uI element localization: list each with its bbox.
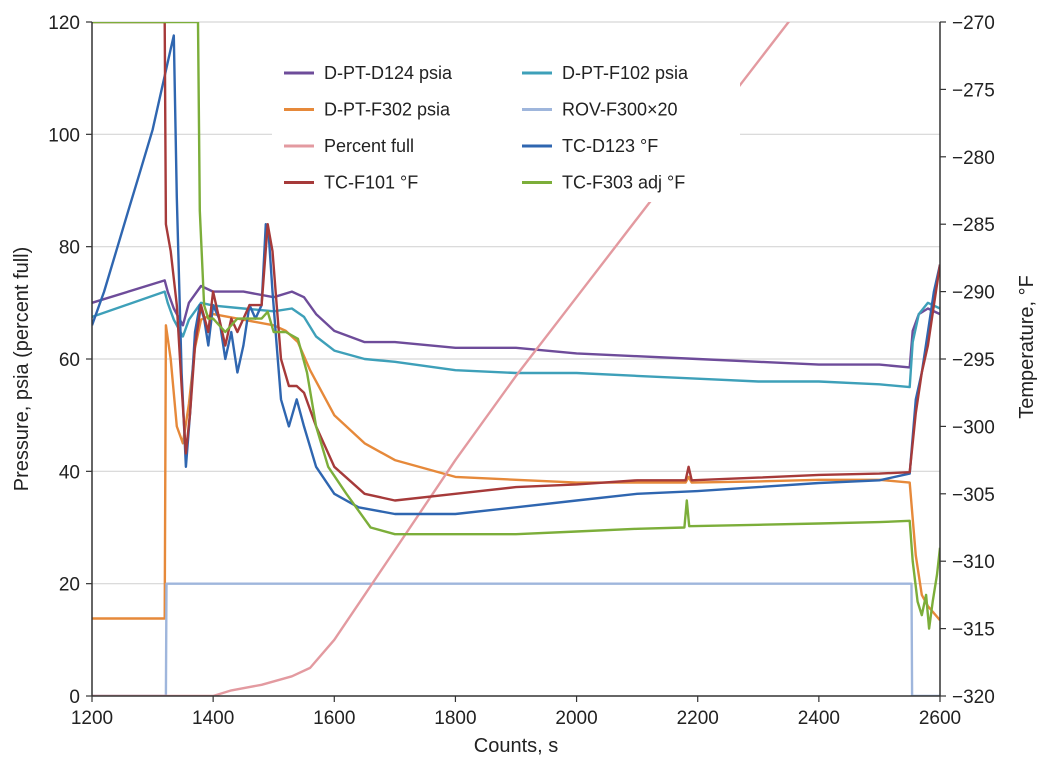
left-y-tick-label: 80 — [59, 238, 80, 259]
left-y-tick-label: 40 — [59, 462, 80, 483]
right-y-tick-label: −270 — [952, 13, 995, 34]
right-y-tick-label: −305 — [952, 485, 995, 506]
right-y-tick-label: −275 — [952, 80, 995, 101]
series-line-rov-f300-20 — [92, 582, 940, 696]
right-y-tick-label: −295 — [952, 350, 995, 371]
series-line-tc-f101-f — [92, 22, 940, 502]
x-tick-label: 1600 — [313, 708, 355, 729]
legend-label: D-PT-F302 psia — [324, 100, 451, 120]
right-y-tick-label: −310 — [952, 552, 995, 573]
legend-label: D-PT-F102 psia — [562, 63, 689, 83]
left-y-axis-title: Pressure, psia (percent full) — [11, 247, 33, 492]
series-line-tc-f303-adj-f — [92, 22, 940, 630]
left-y-tick-label: 20 — [59, 575, 80, 596]
left-y-tick-label: 100 — [48, 125, 80, 146]
plot-area — [92, 22, 940, 696]
legend-label: ROV-F300×20 — [562, 100, 678, 120]
series-line-d-pt-f302-psia — [92, 312, 940, 621]
x-tick-label: 1200 — [71, 708, 113, 729]
right-y-tick-label: −285 — [952, 215, 995, 236]
series-line-d-pt-d124-psia — [92, 279, 940, 369]
legend-label: Percent full — [324, 136, 414, 156]
legend: D-PT-D124 psia D-PT-F102 psia D-PT-F302 ps… — [272, 52, 740, 202]
x-tick-label: 1400 — [192, 708, 234, 729]
legend-background — [272, 52, 740, 202]
x-tick-label: 2600 — [919, 708, 961, 729]
axes: 1200 1400 1600 1800 2000 2200 2400 2600 0 20 40 60 8… — [48, 13, 995, 729]
legend-label: TC-F101 °F — [324, 173, 418, 193]
x-tick-label: 2400 — [798, 708, 840, 729]
x-tick-label: 2200 — [677, 708, 719, 729]
x-tick-label: 2000 — [555, 708, 597, 729]
x-tick-label: 1800 — [434, 708, 476, 729]
x-axis-title: Counts, s — [474, 735, 558, 757]
series-line-percent-full — [92, 22, 791, 696]
left-y-tick-label: 120 — [48, 13, 80, 34]
right-y-axis-title: Temperature, °F — [1016, 275, 1038, 419]
right-y-tick-label: −280 — [952, 148, 995, 169]
legend-label: D-PT-D124 psia — [324, 63, 453, 83]
series-line-d-pt-f102-psia — [92, 290, 940, 389]
right-y-tick-label: −290 — [952, 283, 995, 304]
legend-label: TC-D123 °F — [562, 136, 658, 156]
left-y-tick-label: 0 — [69, 687, 80, 708]
right-y-tick-label: −300 — [952, 417, 995, 438]
right-y-tick-label: −320 — [952, 687, 995, 708]
left-y-tick-label: 60 — [59, 350, 80, 371]
legend-label: TC-F303 adj °F — [562, 173, 685, 193]
right-y-tick-label: −315 — [952, 620, 995, 641]
